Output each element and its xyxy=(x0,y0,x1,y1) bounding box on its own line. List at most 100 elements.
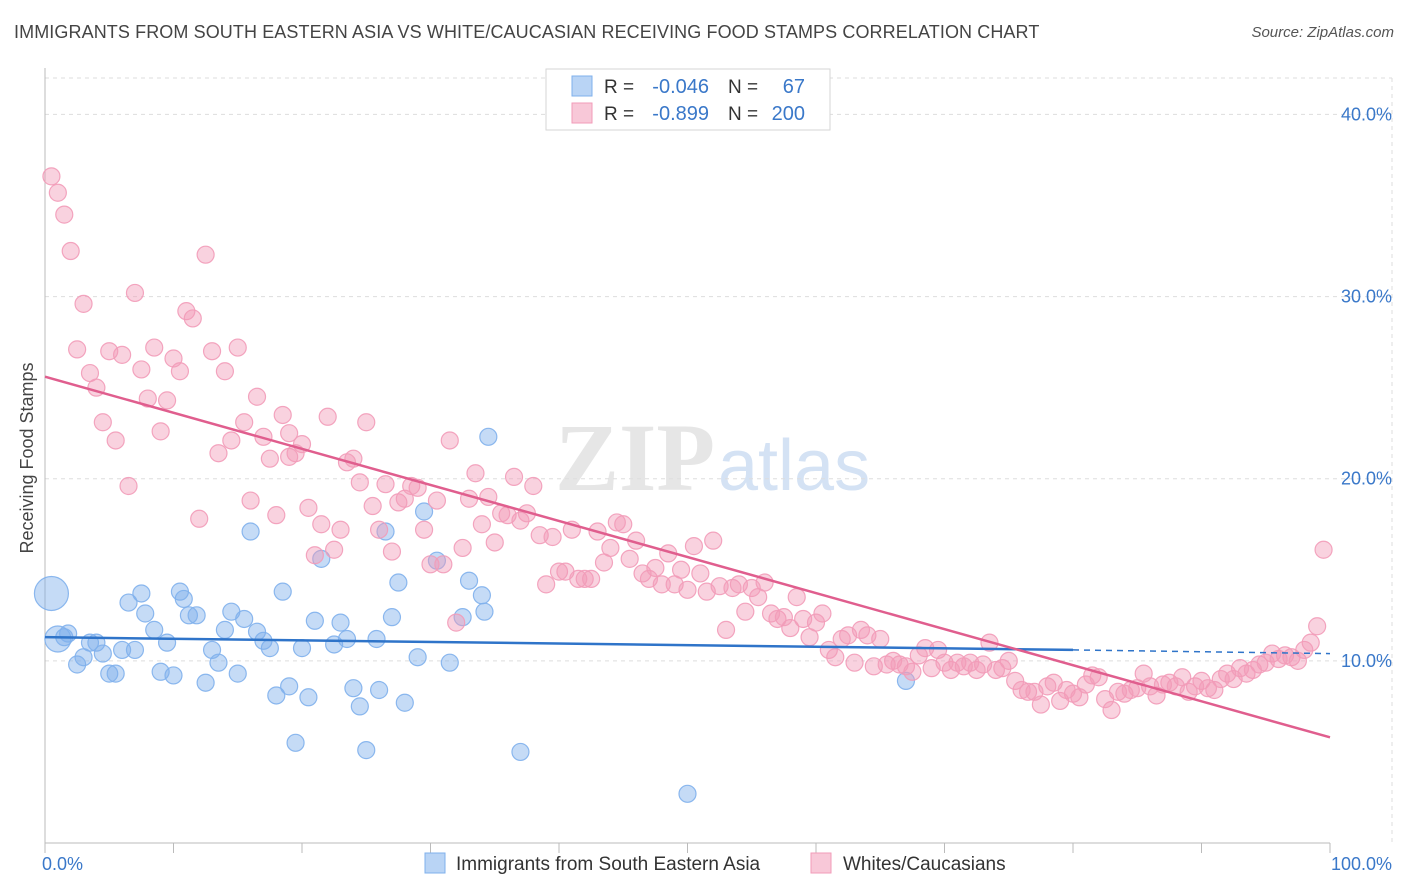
blue-point xyxy=(125,640,145,660)
blue-point xyxy=(305,611,324,630)
blue-point xyxy=(896,671,916,690)
pink-point xyxy=(357,413,376,432)
pink-point xyxy=(903,662,922,681)
pink-point xyxy=(93,413,112,432)
pink-point xyxy=(1308,617,1327,636)
blue-point xyxy=(299,688,318,707)
blue-point xyxy=(395,693,414,712)
legend-r-label: R = xyxy=(604,104,634,125)
pink-point xyxy=(466,464,485,483)
pink-point xyxy=(440,431,459,450)
blue-trend-line xyxy=(44,635,1074,652)
pink-point xyxy=(280,424,299,443)
blue-point xyxy=(357,741,376,760)
blue-point xyxy=(196,673,215,692)
pink-point xyxy=(68,340,87,359)
pink-point xyxy=(787,588,806,607)
blue-point xyxy=(440,653,459,672)
blue-point xyxy=(273,582,292,601)
blue-point xyxy=(408,648,427,667)
bottom-legend-swatch-blue[interactable] xyxy=(424,852,446,874)
pink-point xyxy=(1192,671,1211,690)
bottom-legend-swatch-pink[interactable] xyxy=(810,852,832,874)
blue-point xyxy=(179,606,199,625)
blue-point xyxy=(187,606,206,625)
pink-point xyxy=(781,618,800,638)
blue-point xyxy=(472,586,491,605)
blue-point xyxy=(376,522,395,541)
pink-point xyxy=(671,560,691,579)
pink-point xyxy=(582,569,601,588)
pink-point xyxy=(986,660,1006,680)
pink-point xyxy=(1250,655,1269,674)
blue-trend-extension xyxy=(1072,649,1331,655)
blue-point xyxy=(370,680,389,700)
y-tick-label: 10.0% xyxy=(1341,651,1392,671)
pink-point xyxy=(1205,680,1224,700)
pink-point xyxy=(421,555,440,574)
pink-point xyxy=(196,245,215,264)
pink-point xyxy=(151,422,170,441)
blue-point xyxy=(479,427,498,446)
pink-point xyxy=(157,391,177,410)
source-label[interactable]: Source: ZipAtlas.com xyxy=(1251,24,1394,41)
pink-point xyxy=(447,613,466,632)
pink-point xyxy=(1198,679,1218,698)
pink-point xyxy=(305,546,324,565)
blue-point xyxy=(119,593,138,612)
blue-point xyxy=(33,575,70,612)
legend-box xyxy=(545,68,831,131)
blue-point xyxy=(511,742,530,762)
pink-point xyxy=(1314,540,1333,559)
chart-title: IMMIGRANTS FROM SOUTH EASTERN ASIA VS WH… xyxy=(14,22,1040,42)
legend-swatch-blue xyxy=(571,75,593,97)
pink-point xyxy=(382,542,402,561)
blue-point xyxy=(292,639,312,658)
blue-point xyxy=(68,655,87,674)
blue-point xyxy=(164,666,183,685)
pink-point xyxy=(768,609,787,629)
pink-point xyxy=(267,506,286,525)
blue-point xyxy=(344,679,363,698)
pink-point xyxy=(575,569,594,588)
y-tick-label: 40.0% xyxy=(1341,104,1392,124)
pink-point xyxy=(228,338,247,357)
blue-point xyxy=(367,629,386,649)
pink-point xyxy=(331,520,350,539)
blue-point xyxy=(235,609,254,629)
legend-n-label: N = xyxy=(728,104,758,125)
pink-point xyxy=(691,564,710,583)
pink-point xyxy=(453,538,472,558)
pink-point xyxy=(350,473,369,492)
pink-point xyxy=(215,362,234,381)
pink-point xyxy=(601,538,620,558)
blue-point xyxy=(136,604,155,623)
pink-point xyxy=(312,515,331,534)
pink-point xyxy=(119,476,138,496)
blue-point xyxy=(389,573,408,592)
pink-point xyxy=(1288,651,1307,670)
pink-point xyxy=(106,431,125,450)
pink-trend-line xyxy=(44,375,1331,739)
pink-point xyxy=(125,283,145,303)
pink-point xyxy=(222,431,241,450)
watermark-zip: ZIP xyxy=(555,404,715,511)
pink-point xyxy=(935,653,954,672)
pink-point xyxy=(774,608,793,627)
pink-point xyxy=(325,540,344,559)
bottom-legend-label: Immigrants from South Eastern Asia xyxy=(456,854,761,875)
pink-point xyxy=(845,653,864,672)
blue-point xyxy=(106,664,125,683)
pink-point xyxy=(472,515,491,534)
legend-n-value: 67 xyxy=(783,76,805,98)
pink-point xyxy=(524,476,543,496)
pink-point xyxy=(370,520,389,539)
pink-point xyxy=(684,537,704,556)
blue-point xyxy=(414,502,434,521)
pink-point xyxy=(74,294,93,313)
blue-point xyxy=(286,733,305,752)
pink-point xyxy=(1147,686,1166,705)
pink-point xyxy=(190,509,209,528)
pink-point xyxy=(273,405,292,425)
